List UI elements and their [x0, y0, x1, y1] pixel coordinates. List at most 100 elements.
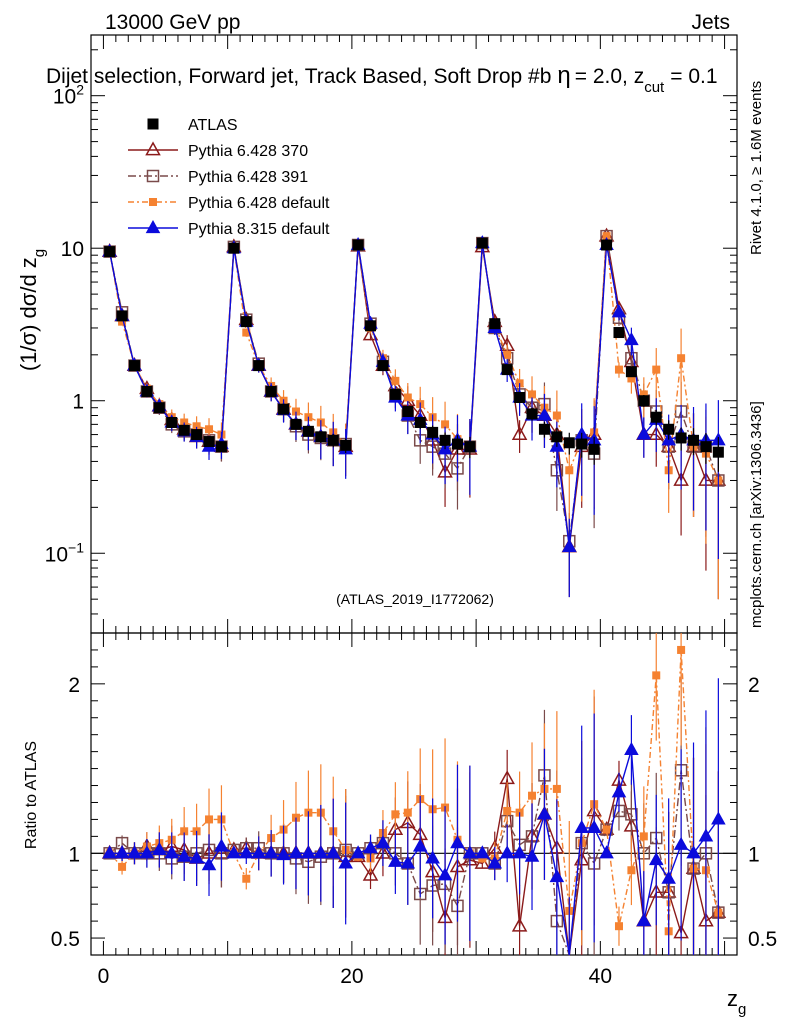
ratio-point — [114, 845, 130, 859]
legend-entry: ATLAS — [147, 117, 238, 134]
x-tick-label: 0 — [98, 965, 110, 988]
x-tick-label: 40 — [589, 965, 612, 988]
ratio-point — [711, 811, 726, 825]
ratio-point — [627, 866, 636, 875]
data-point — [118, 317, 127, 326]
y-tick-label: 10−1 — [45, 539, 85, 566]
y-axis-label-sub: g — [31, 249, 48, 257]
data-point — [141, 385, 153, 397]
legend-label: Pythia 8.315 default — [188, 221, 330, 238]
legend-label: ATLAS — [188, 117, 238, 134]
data-point — [291, 407, 300, 416]
axis-ticks — [91, 35, 737, 956]
data-point — [192, 422, 201, 431]
data-point — [315, 431, 327, 443]
y-tick-label-base: 10 — [53, 86, 76, 109]
mcplots-label: mcplots.cern.ch [arXiv:1306.3436] — [748, 401, 765, 628]
data-point — [537, 407, 552, 421]
data-point — [290, 418, 302, 430]
y-tick-label-exp: 2 — [76, 82, 84, 98]
x-axis-label-text: z — [727, 986, 738, 1011]
ratio-line — [109, 770, 720, 956]
data-point — [565, 466, 574, 475]
data-point — [128, 360, 140, 372]
series-line — [108, 236, 719, 548]
data-point — [215, 441, 227, 453]
data-point — [624, 332, 639, 346]
ratio-point — [338, 855, 353, 869]
data-point — [636, 426, 652, 440]
legend: ATLAS Pythia 6.428 370 Pythia 6.428 391 Pyt… — [128, 117, 330, 238]
data-point — [253, 360, 265, 372]
legend-label: Pythia 6.428 default — [188, 195, 330, 212]
data-point — [302, 425, 314, 437]
data-point — [228, 242, 240, 254]
ratio-tick-label-right: 2 — [748, 674, 760, 697]
data-point — [627, 374, 636, 383]
data-point — [602, 232, 611, 241]
data-point — [675, 432, 687, 444]
ratio-point — [325, 845, 341, 859]
data-point — [464, 441, 476, 453]
ratio-point — [586, 819, 602, 833]
data-point — [104, 246, 116, 258]
ratio-y-label: Ratio to ATLAS — [23, 741, 40, 849]
y-tick-label-exp: −1 — [68, 539, 84, 555]
ratio-point — [602, 825, 611, 834]
data-point — [576, 438, 588, 450]
ratio-point — [201, 857, 217, 871]
data-point — [677, 354, 686, 363]
data-point — [365, 320, 377, 332]
ratio-point — [437, 867, 453, 881]
data-point — [650, 411, 662, 423]
ratio-point — [152, 841, 167, 855]
plot-title-sub: cut — [644, 79, 665, 96]
legend-label: Pythia 6.428 370 — [188, 143, 308, 160]
data-point — [278, 403, 290, 415]
data-point — [712, 446, 724, 458]
legend-entry: Pythia 6.428 default — [128, 195, 330, 212]
ratio-point — [412, 838, 428, 852]
data-point — [116, 310, 128, 322]
ratio-point — [301, 845, 316, 859]
analysis-watermark: (ATLAS_2019_I1772062) — [336, 591, 494, 607]
data-point — [526, 408, 538, 420]
plot-title-extra: = 2.0, z — [575, 65, 644, 88]
legend-entry: Pythia 8.315 default — [128, 219, 330, 238]
ratio-point — [499, 845, 515, 859]
data-point — [562, 538, 577, 553]
ratio-point — [288, 845, 304, 859]
ratio-point — [242, 874, 251, 883]
ratio-point — [511, 917, 528, 932]
x-tick-label: 20 — [340, 965, 363, 988]
ratio-point — [363, 840, 378, 854]
data-point — [191, 429, 203, 441]
y-tick-label: 10 — [61, 238, 84, 261]
series-4-ratio — [102, 678, 726, 956]
ratio-point — [239, 845, 254, 859]
ratio-point — [475, 845, 490, 859]
data-point — [552, 411, 561, 420]
ratio-point — [391, 810, 400, 819]
ratio-point — [205, 815, 214, 824]
data-point — [638, 395, 650, 407]
ratio-point — [528, 791, 537, 800]
data-point — [402, 405, 414, 417]
series-line — [108, 243, 719, 548]
ratio-point — [450, 835, 465, 849]
ratio-point — [276, 846, 291, 861]
legend-marker — [147, 118, 159, 130]
data-point — [427, 426, 439, 438]
data-point — [391, 376, 400, 385]
ratio-tick-label-right: 0.5 — [748, 928, 777, 951]
ratio-point — [263, 845, 279, 859]
data-point — [514, 392, 526, 404]
ratio-point — [611, 784, 627, 798]
ratio-point — [686, 845, 701, 859]
ratio-point — [652, 671, 661, 680]
ratio-point — [574, 819, 589, 833]
data-point — [614, 365, 623, 374]
ratio-point — [362, 866, 379, 881]
